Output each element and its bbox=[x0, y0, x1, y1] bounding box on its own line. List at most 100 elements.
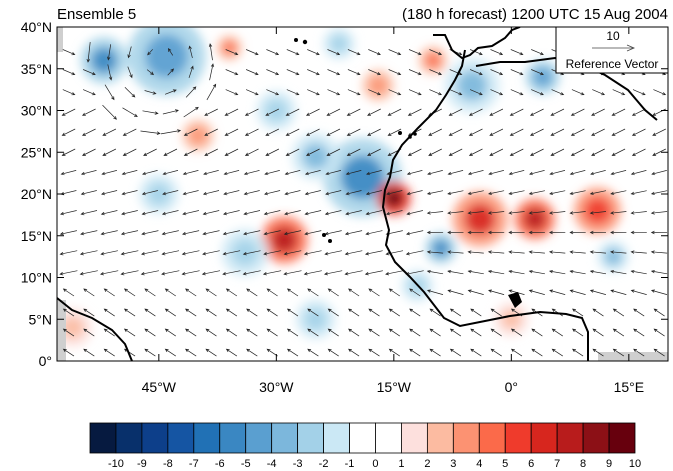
colorbar: -10 -9 -8 -7 -6 -5 -4 -3 -2 -1 0 1 2 3 4 5 6 7 8 9 10 bbox=[89, 422, 641, 470]
wind-vector-263 bbox=[528, 190, 545, 196]
wind-vector-210 bbox=[60, 210, 77, 216]
wind-vector-396 bbox=[185, 86, 197, 98]
wind-vector-67 bbox=[205, 308, 217, 317]
island-azores-1 bbox=[294, 38, 298, 42]
wind-vector-459 bbox=[245, 49, 259, 56]
wind-vector-329 bbox=[652, 148, 666, 156]
wind-vector-175 bbox=[569, 250, 586, 254]
wind-vector-267 bbox=[610, 190, 627, 196]
wind-vector-338 bbox=[224, 128, 239, 136]
wind-vector-298 bbox=[630, 170, 647, 176]
wind-vector-301 bbox=[81, 148, 96, 156]
wind-vector-27 bbox=[612, 348, 625, 357]
wind-vector-134 bbox=[344, 270, 363, 276]
wind-vector-265 bbox=[569, 190, 586, 196]
wind-vector-365 bbox=[162, 109, 179, 115]
wind-vector-471 bbox=[490, 49, 504, 56]
wind-vector-136 bbox=[385, 270, 404, 276]
wind-vector-102 bbox=[307, 288, 319, 297]
anomaly-core-21 bbox=[604, 248, 622, 266]
wind-vector-284 bbox=[345, 170, 362, 176]
wind-vector-461 bbox=[286, 49, 300, 56]
wind-vector-30 bbox=[62, 328, 75, 337]
wind-vector-21 bbox=[490, 348, 502, 357]
wind-vector-275 bbox=[162, 170, 179, 176]
wind-vector-23 bbox=[531, 348, 543, 357]
wind-vector-221 bbox=[284, 210, 301, 216]
wind-vector-36 bbox=[185, 328, 197, 337]
wind-vector-216 bbox=[182, 210, 199, 216]
wind-vector-430 bbox=[266, 69, 280, 76]
wind-vector-253 bbox=[325, 190, 342, 196]
wind-vector-428 bbox=[225, 69, 239, 76]
wind-vector-424 bbox=[146, 69, 155, 76]
wind-vector-350 bbox=[468, 128, 483, 136]
anomaly-core-12 bbox=[457, 70, 488, 101]
anomaly-core-2 bbox=[222, 40, 237, 55]
wind-vector-339 bbox=[244, 128, 259, 136]
colorbar-box bbox=[478, 422, 506, 454]
wind-vector-434 bbox=[347, 69, 361, 76]
wind-vector-44 bbox=[348, 328, 360, 337]
wind-vector-342 bbox=[305, 128, 320, 136]
wind-vector-360 bbox=[61, 108, 76, 116]
wind-vector-128 bbox=[222, 270, 241, 276]
wind-vector-208 bbox=[630, 230, 647, 235]
wind-vector-22 bbox=[510, 348, 523, 357]
wind-vector-345 bbox=[367, 128, 381, 136]
wind-vector-259 bbox=[447, 190, 464, 196]
wind-vector-31 bbox=[83, 328, 95, 337]
wind-vector-429 bbox=[245, 69, 259, 76]
wind-vector-237 bbox=[610, 211, 627, 215]
wind-vector-209 bbox=[650, 230, 668, 235]
wind-vector-457 bbox=[208, 43, 213, 61]
wind-vector-100 bbox=[266, 288, 278, 297]
wind-vector-335 bbox=[160, 129, 182, 135]
wind-vector-417 bbox=[612, 89, 626, 96]
colorbar-label: 8 bbox=[580, 458, 586, 470]
wind-vector-349 bbox=[448, 128, 463, 136]
wind-vector-176 bbox=[589, 250, 607, 254]
wind-vector-97 bbox=[205, 288, 217, 297]
wind-vector-277 bbox=[203, 170, 219, 176]
coastline-iberia bbox=[433, 27, 521, 60]
wind-vector-20 bbox=[470, 348, 482, 357]
wind-vector-190 bbox=[263, 230, 281, 236]
wind-vector-421 bbox=[82, 69, 96, 76]
wind-vector-146 bbox=[589, 269, 607, 275]
island-azores-2 bbox=[302, 39, 308, 45]
colorbar-label: -3 bbox=[293, 458, 303, 470]
wind-vector-24 bbox=[551, 348, 563, 357]
wind-vector-154 bbox=[141, 250, 159, 256]
wind-vector-427 bbox=[209, 63, 215, 81]
wind-vector-147 bbox=[610, 269, 627, 275]
wind-vector-54 bbox=[551, 328, 563, 337]
wind-vector-317 bbox=[407, 148, 422, 156]
island-madeira bbox=[398, 131, 402, 135]
wind-vector-120 bbox=[59, 270, 78, 276]
wind-vector-270 bbox=[60, 170, 77, 176]
wind-vector-49 bbox=[449, 328, 462, 337]
lake-volta bbox=[508, 292, 522, 308]
lon-label: 45°W bbox=[142, 379, 177, 395]
wind-vector-383 bbox=[529, 108, 544, 116]
wind-vector-328 bbox=[631, 148, 646, 156]
wind-vector-346 bbox=[387, 128, 402, 136]
wind-vector-77 bbox=[409, 308, 421, 317]
wind-vector-81 bbox=[490, 308, 502, 317]
wind-vector-309 bbox=[244, 148, 259, 156]
wind-vector-379 bbox=[448, 108, 463, 116]
wind-vector-419 bbox=[653, 89, 667, 96]
wind-vector-215 bbox=[161, 210, 179, 216]
colorbar-box bbox=[141, 422, 169, 454]
wind-vector-295 bbox=[569, 170, 586, 176]
wind-vector-53 bbox=[531, 328, 543, 337]
wind-vector-386 bbox=[591, 108, 605, 116]
wind-vector-4 bbox=[144, 348, 156, 357]
colorbar-box bbox=[401, 422, 428, 454]
wind-vector-299 bbox=[651, 170, 667, 176]
colorbar-label: -9 bbox=[137, 458, 147, 470]
wind-vector-7 bbox=[205, 348, 217, 357]
wind-vector-89 bbox=[653, 308, 665, 317]
wind-vector-141 bbox=[487, 269, 505, 275]
